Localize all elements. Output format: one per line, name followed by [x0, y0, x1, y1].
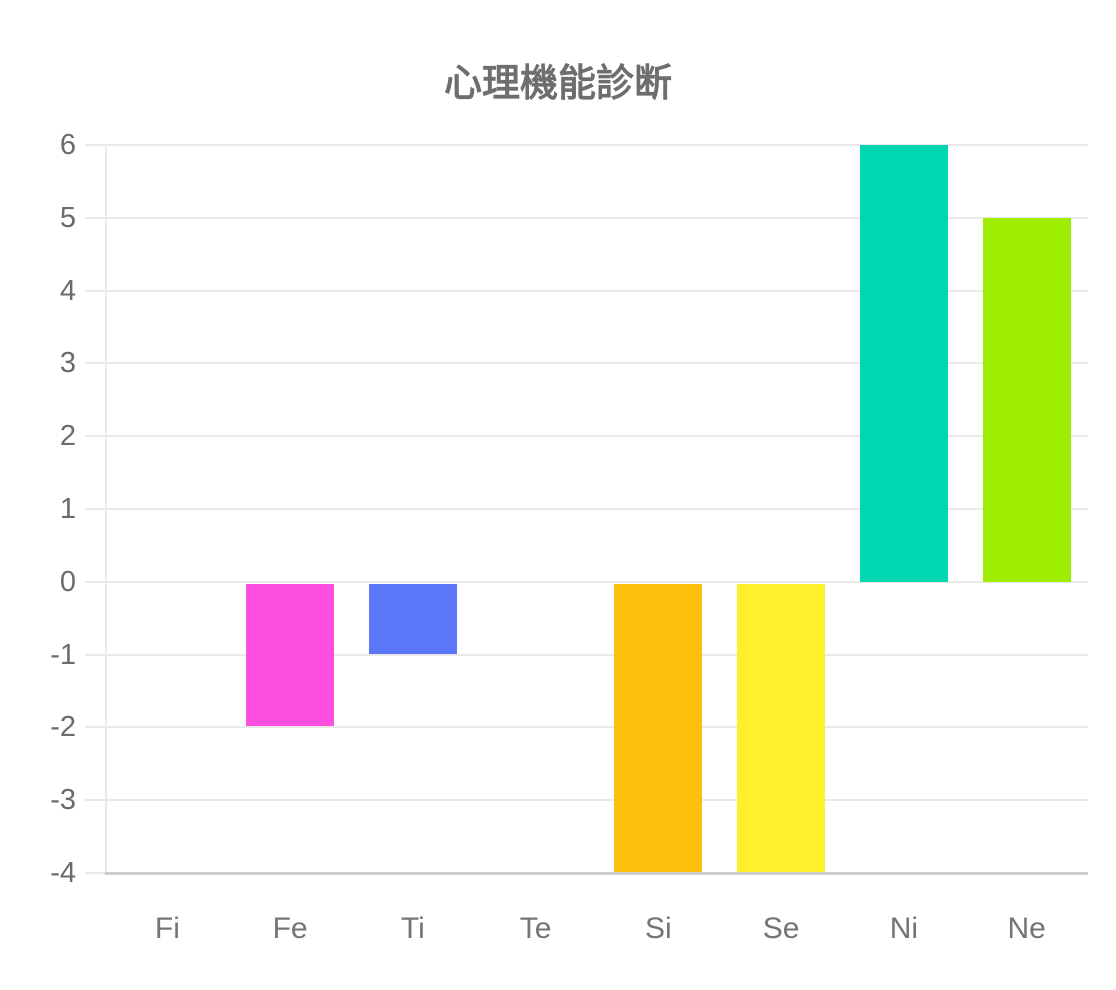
x-tick-label-Fi: Fi	[154, 912, 180, 945]
x-tick-label-Ti: Ti	[400, 912, 425, 945]
y-tick--4	[85, 872, 106, 874]
gridline-y-4	[106, 289, 1088, 292]
y-tick-label-5: 5	[59, 201, 76, 234]
y-tick-1	[85, 508, 106, 510]
bar-Ni	[859, 145, 948, 582]
gridline-y-3	[106, 362, 1088, 365]
y-tick-label-0: 0	[59, 565, 76, 598]
gridline-y-0	[106, 580, 1088, 583]
x-tick-label-Ni: Ni	[889, 912, 919, 945]
y-axis-line	[105, 145, 107, 873]
y-tick-label--4: -4	[50, 857, 76, 889]
gridline-y-2	[106, 435, 1088, 438]
y-tick-6	[85, 144, 106, 146]
gridline-y-6	[106, 144, 1088, 146]
y-tick-0	[85, 580, 106, 583]
gridline-y-5	[106, 216, 1088, 219]
y-tick-label-6: 6	[59, 129, 76, 161]
y-tick-label--3: -3	[50, 784, 76, 817]
x-tick-label-Ne: Ne	[1007, 912, 1046, 945]
bar-Si	[614, 583, 703, 872]
bar-Ti	[368, 583, 457, 654]
chart-title: 心理機能診断	[443, 63, 672, 105]
x-tick-label-Fe: Fe	[272, 912, 308, 945]
y-tick--2	[85, 726, 106, 729]
y-tick--3	[85, 799, 106, 802]
gridline-y--1	[106, 653, 1088, 656]
y-tick-4	[85, 289, 106, 292]
y-tick-3	[85, 362, 106, 365]
y-tick-label-2: 2	[59, 420, 76, 453]
x-tick-label-Se: Se	[762, 912, 800, 945]
y-tick-2	[85, 435, 106, 438]
x-tick-label-Te: Te	[519, 912, 552, 945]
bar-Ne	[982, 217, 1071, 582]
y-tick-label-4: 4	[59, 274, 76, 307]
bar-Se	[737, 583, 826, 872]
bar-Fe	[246, 583, 335, 727]
y-tick-label-1: 1	[59, 493, 76, 525]
y-tick-5	[85, 216, 106, 219]
gridline-y--2	[106, 726, 1088, 729]
x-axis-line	[105, 872, 1088, 875]
x-tick-label-Si: Si	[645, 912, 672, 945]
y-tick-label--1: -1	[50, 638, 76, 671]
gridline-y--3	[106, 799, 1088, 802]
y-tick-label-3: 3	[59, 347, 76, 380]
y-tick--1	[85, 653, 106, 656]
gridline-y-1	[106, 508, 1088, 510]
y-tick-label--2: -2	[50, 711, 76, 744]
